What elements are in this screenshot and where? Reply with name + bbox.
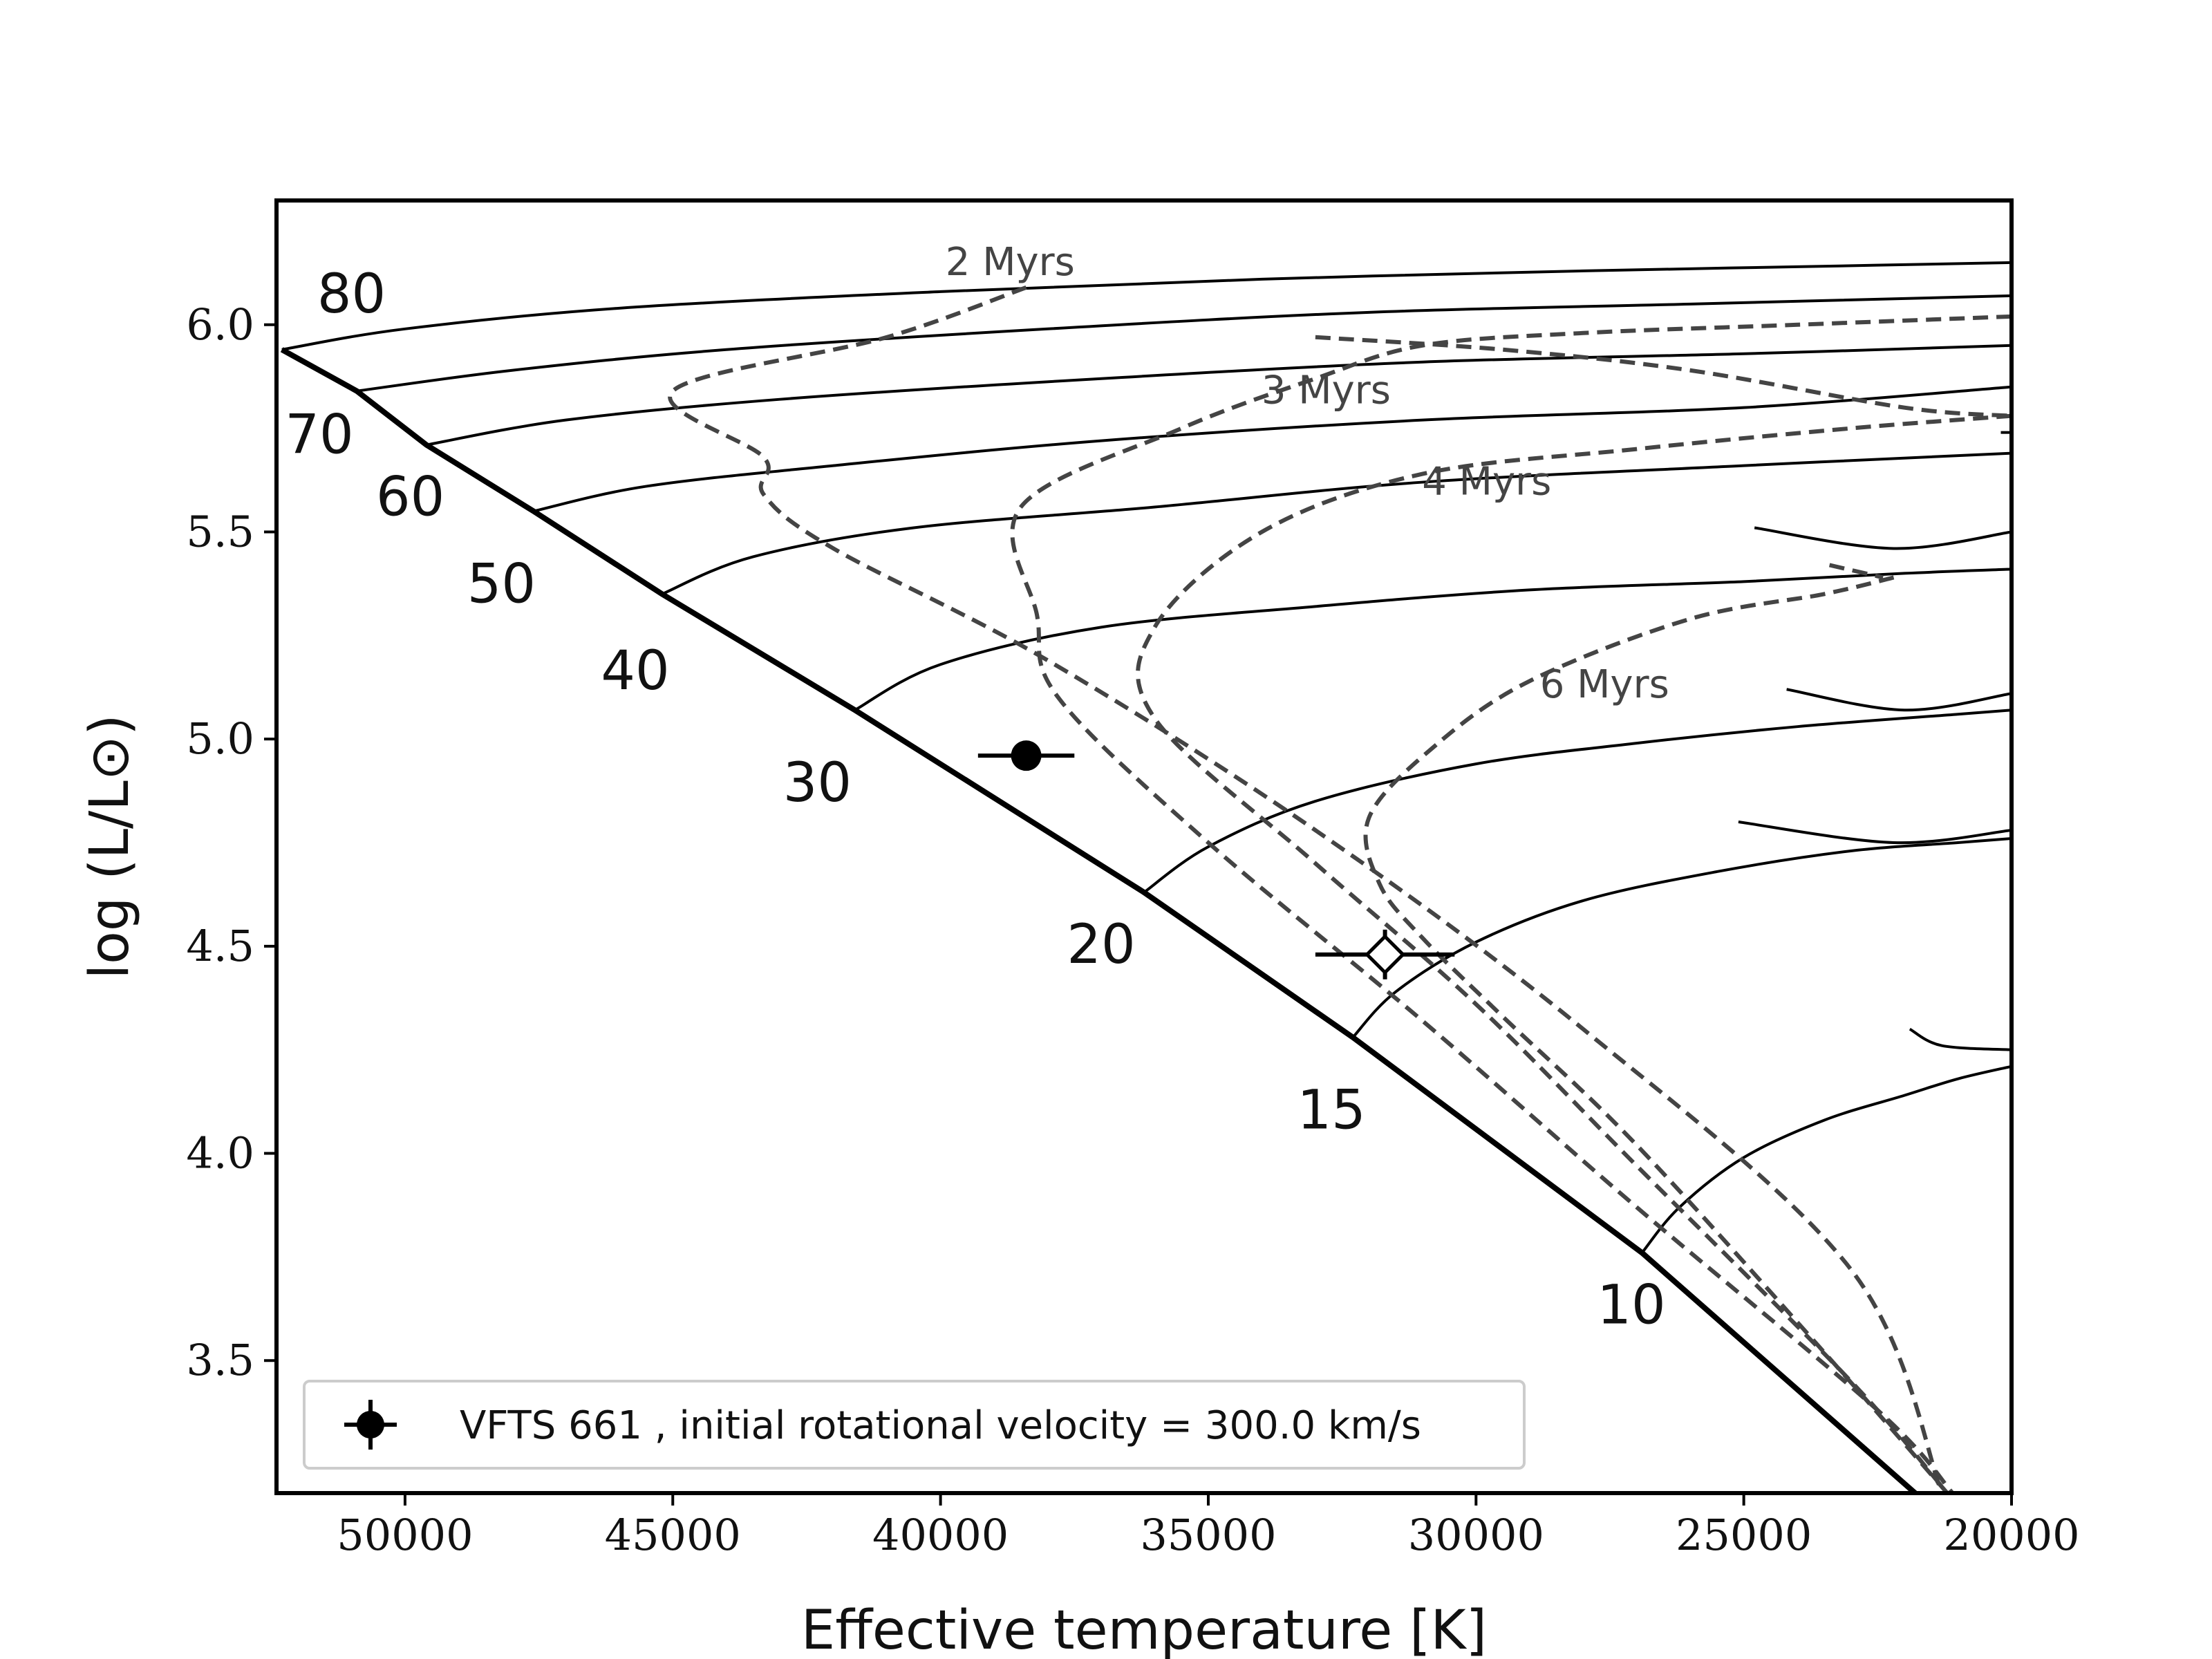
track-hook-30 bbox=[1754, 526, 2012, 550]
mass-label-20: 20 bbox=[1067, 914, 1135, 976]
isochrone-label-3-myrs: 3 Myrs bbox=[1262, 368, 1391, 413]
y-tick-label-5: 5.0 bbox=[186, 713, 254, 764]
y-tick-label-6: 6.0 bbox=[186, 299, 254, 350]
y-tick-label-3.5: 3.5 bbox=[186, 1335, 254, 1385]
x-tick-label-20000: 20000 bbox=[1943, 1510, 2079, 1560]
mass-label-80: 80 bbox=[317, 263, 386, 326]
isochrone-label-4-myrs: 4 Myrs bbox=[1422, 460, 1551, 505]
mass-label-10: 10 bbox=[1597, 1274, 1665, 1336]
y-axis-title: log (L/L⊙) bbox=[79, 714, 141, 979]
isochrone-label-6-myrs: 6 Myrs bbox=[1540, 662, 1669, 707]
track-line-80 bbox=[281, 261, 2012, 351]
legend-box bbox=[303, 1380, 1526, 1470]
track-line-30 bbox=[854, 568, 2012, 711]
x-tick-label-30000: 30000 bbox=[1408, 1510, 1544, 1560]
isochrone-line-3-myrs bbox=[1010, 314, 2012, 1493]
mass-label-15: 15 bbox=[1297, 1080, 1366, 1142]
plot-area bbox=[280, 261, 2012, 1493]
track-hook-20 bbox=[1786, 688, 2012, 712]
y-tick-label-4.5: 4.5 bbox=[186, 921, 254, 971]
mass-label-60: 60 bbox=[376, 467, 444, 529]
x-tick-label-50000: 50000 bbox=[337, 1510, 473, 1560]
y-tick-label-4: 4.0 bbox=[186, 1128, 254, 1179]
legend-label: VFTS 661 , initial rotational velocity =… bbox=[460, 1403, 1421, 1448]
x-tick-label-25000: 25000 bbox=[1676, 1510, 1812, 1560]
isochrone-line-segment-4 bbox=[1828, 563, 1884, 580]
track-hook-15 bbox=[1738, 821, 2012, 845]
isochrone-line-2-myrs bbox=[668, 285, 1944, 1493]
plot-frame bbox=[274, 198, 2014, 1495]
isochrone-label-2-myrs: 2 Myrs bbox=[946, 240, 1075, 285]
axis-ticks: 50000 45000 40000 35000 30000 25000 20000 3.5 4.… bbox=[186, 299, 2079, 1560]
x-tick-label-35000: 35000 bbox=[1140, 1510, 1276, 1560]
mass-label-30: 30 bbox=[783, 752, 852, 814]
isochrone-line-4-myrs bbox=[1136, 413, 2012, 1493]
track-hook-10 bbox=[1909, 1027, 2012, 1051]
track-line-15 bbox=[1351, 837, 2012, 1039]
isochrone-line-segment-5 bbox=[1315, 335, 2012, 418]
y-tick-label-5.5: 5.5 bbox=[186, 506, 254, 556]
track-line-70 bbox=[356, 294, 2012, 393]
track-line-50 bbox=[533, 385, 2012, 513]
track-line-20 bbox=[1143, 709, 2012, 894]
legend: VFTS 661 , initial rotational velocity =… bbox=[303, 1380, 1526, 1470]
mass-label-70: 70 bbox=[285, 404, 353, 467]
x-tick-label-40000: 40000 bbox=[872, 1510, 1009, 1560]
point-vfts-661-marker bbox=[1011, 740, 1042, 771]
point-1-marker bbox=[1365, 934, 1406, 975]
track-line-60 bbox=[426, 344, 2012, 447]
mass-label-50: 50 bbox=[467, 553, 536, 615]
isochrone-line-6-myrs bbox=[1363, 575, 1949, 1493]
legend-marker bbox=[357, 1411, 384, 1438]
x-tick-label-45000: 45000 bbox=[605, 1510, 741, 1560]
zams-line bbox=[280, 347, 1918, 1493]
track-line-40 bbox=[662, 451, 2012, 596]
x-axis-title: Effective temperature [K] bbox=[801, 1600, 1487, 1659]
mass-label-40: 40 bbox=[601, 640, 669, 702]
